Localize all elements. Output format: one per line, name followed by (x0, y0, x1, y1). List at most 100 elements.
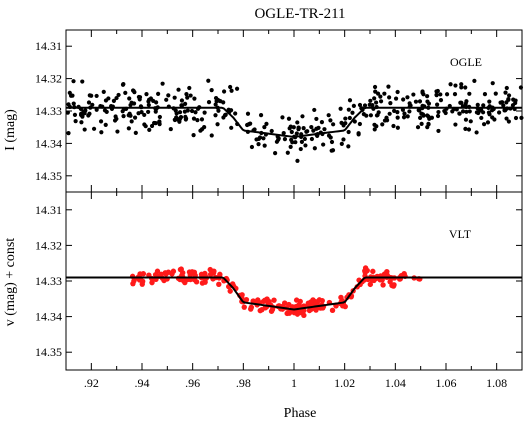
ogle-data-point (395, 125, 400, 130)
ogle-data-point (114, 95, 119, 101)
ogle-data-point (367, 102, 372, 107)
vlt-axis-ticks: 14.31 14.32 14.33 14.34 14.35 .92 .94 .96 .98 1 1.… (35, 192, 523, 390)
ogle-data-point (111, 98, 116, 103)
vlt-data-point (268, 308, 275, 314)
ogle-data-point (330, 148, 336, 153)
ogle-data-point (395, 115, 400, 120)
ogle-data-point (368, 113, 373, 118)
ogle-data-point (309, 124, 314, 130)
ogle-data-point (435, 88, 440, 94)
vlt-data-point (149, 279, 155, 286)
ogle-data-point (443, 110, 448, 116)
ogle-data-point (262, 125, 267, 130)
ogle-data-point (401, 115, 407, 120)
ogle-data-point (463, 126, 468, 131)
ogle-y-tick-label: 14.34 (35, 136, 62, 150)
ogle-data-point (499, 100, 505, 105)
vlt-data-point (250, 298, 256, 304)
ogle-y-axis-label: I (mag) (3, 109, 18, 151)
ogle-data-point (223, 112, 228, 117)
vlt-model-curve (66, 276, 522, 311)
ogle-data-point (304, 129, 309, 134)
ogle-data-point (120, 82, 126, 87)
ogle-data-point (160, 81, 165, 86)
ogle-data-point (229, 125, 234, 130)
ogle-data-point (407, 101, 412, 106)
ogle-data-point (338, 106, 343, 111)
ogle-data-point (426, 122, 431, 127)
ogle-data-point (116, 92, 121, 98)
ogle-data-point (481, 122, 487, 127)
ogle-data-point (136, 94, 142, 100)
ogle-data-point (221, 100, 226, 105)
ogle-data-point (146, 102, 151, 108)
vlt-panel: 14.31 14.32 14.33 14.34 14.35 .92 .94 .96 .98 1 1.… (3, 191, 523, 390)
ogle-data-point (490, 81, 495, 86)
ogle-data-point (482, 92, 488, 97)
ogle-data-point (346, 144, 351, 149)
ogle-data-point (448, 82, 453, 87)
vlt-y-tick-label: 14.32 (35, 238, 62, 252)
ogle-data-point (425, 113, 430, 118)
ogle-data-point (296, 127, 301, 132)
ogle-data-point (405, 114, 410, 119)
ogle-data-point (417, 99, 423, 104)
vlt-data-point (367, 281, 374, 288)
ogle-data-point (314, 126, 319, 131)
ogle-data-point (183, 114, 188, 119)
ogle-data-point (490, 115, 495, 120)
vlt-data-point (271, 297, 277, 303)
vlt-data-point (189, 269, 195, 275)
ogle-data-point (328, 118, 333, 123)
ogle-data-point (322, 127, 327, 132)
ogle-data-point (378, 99, 384, 104)
ogle-data-point (472, 78, 477, 83)
ogle-data-point (518, 85, 524, 90)
ogle-data-point (493, 91, 498, 96)
ogle-data-point (504, 116, 509, 121)
ogle-data-points (65, 78, 524, 163)
vlt-y-axis-label: v (mag) + const (3, 238, 18, 326)
ogle-model-curve (66, 106, 522, 138)
ogle-data-point (487, 99, 492, 104)
ogle-data-point (415, 125, 421, 130)
ogle-data-point (346, 107, 351, 112)
ogle-data-point (347, 115, 352, 121)
ogle-data-point (127, 96, 132, 101)
ogle-data-point (166, 93, 171, 98)
ogle-data-point (486, 110, 492, 115)
ogle-data-point (209, 133, 214, 138)
ogle-data-point (388, 101, 393, 106)
ogle-data-point (479, 115, 484, 121)
ogle-data-point (79, 120, 84, 125)
ogle-data-point (503, 90, 508, 95)
ogle-data-point (66, 131, 71, 136)
vlt-x-tick-label: 1 (291, 376, 297, 390)
ogle-data-point (301, 126, 306, 131)
ogle-data-point (199, 117, 205, 122)
ogle-data-point (82, 127, 87, 132)
vlt-data-point (257, 307, 263, 314)
ogle-data-point (382, 91, 387, 96)
vlt-data-point (199, 280, 206, 286)
ogle-data-point (339, 141, 344, 146)
ogle-data-point (213, 102, 218, 107)
ogle-data-point (506, 119, 511, 124)
ogle-data-point (168, 126, 173, 132)
vlt-data-point (316, 297, 323, 303)
ogle-data-point (364, 113, 369, 118)
vlt-data-point (239, 292, 245, 298)
ogle-data-point (476, 110, 481, 116)
ogle-data-point (416, 108, 421, 113)
ogle-data-point (506, 97, 511, 102)
ogle-data-point (393, 96, 399, 101)
ogle-data-point (78, 112, 84, 118)
ogle-data-point (426, 101, 432, 106)
ogle-data-point (466, 127, 472, 132)
ogle-data-point (298, 146, 303, 152)
ogle-data-point (351, 103, 356, 108)
ogle-data-point (319, 120, 325, 125)
ogle-data-point (71, 79, 76, 84)
ogle-data-point (321, 142, 326, 147)
